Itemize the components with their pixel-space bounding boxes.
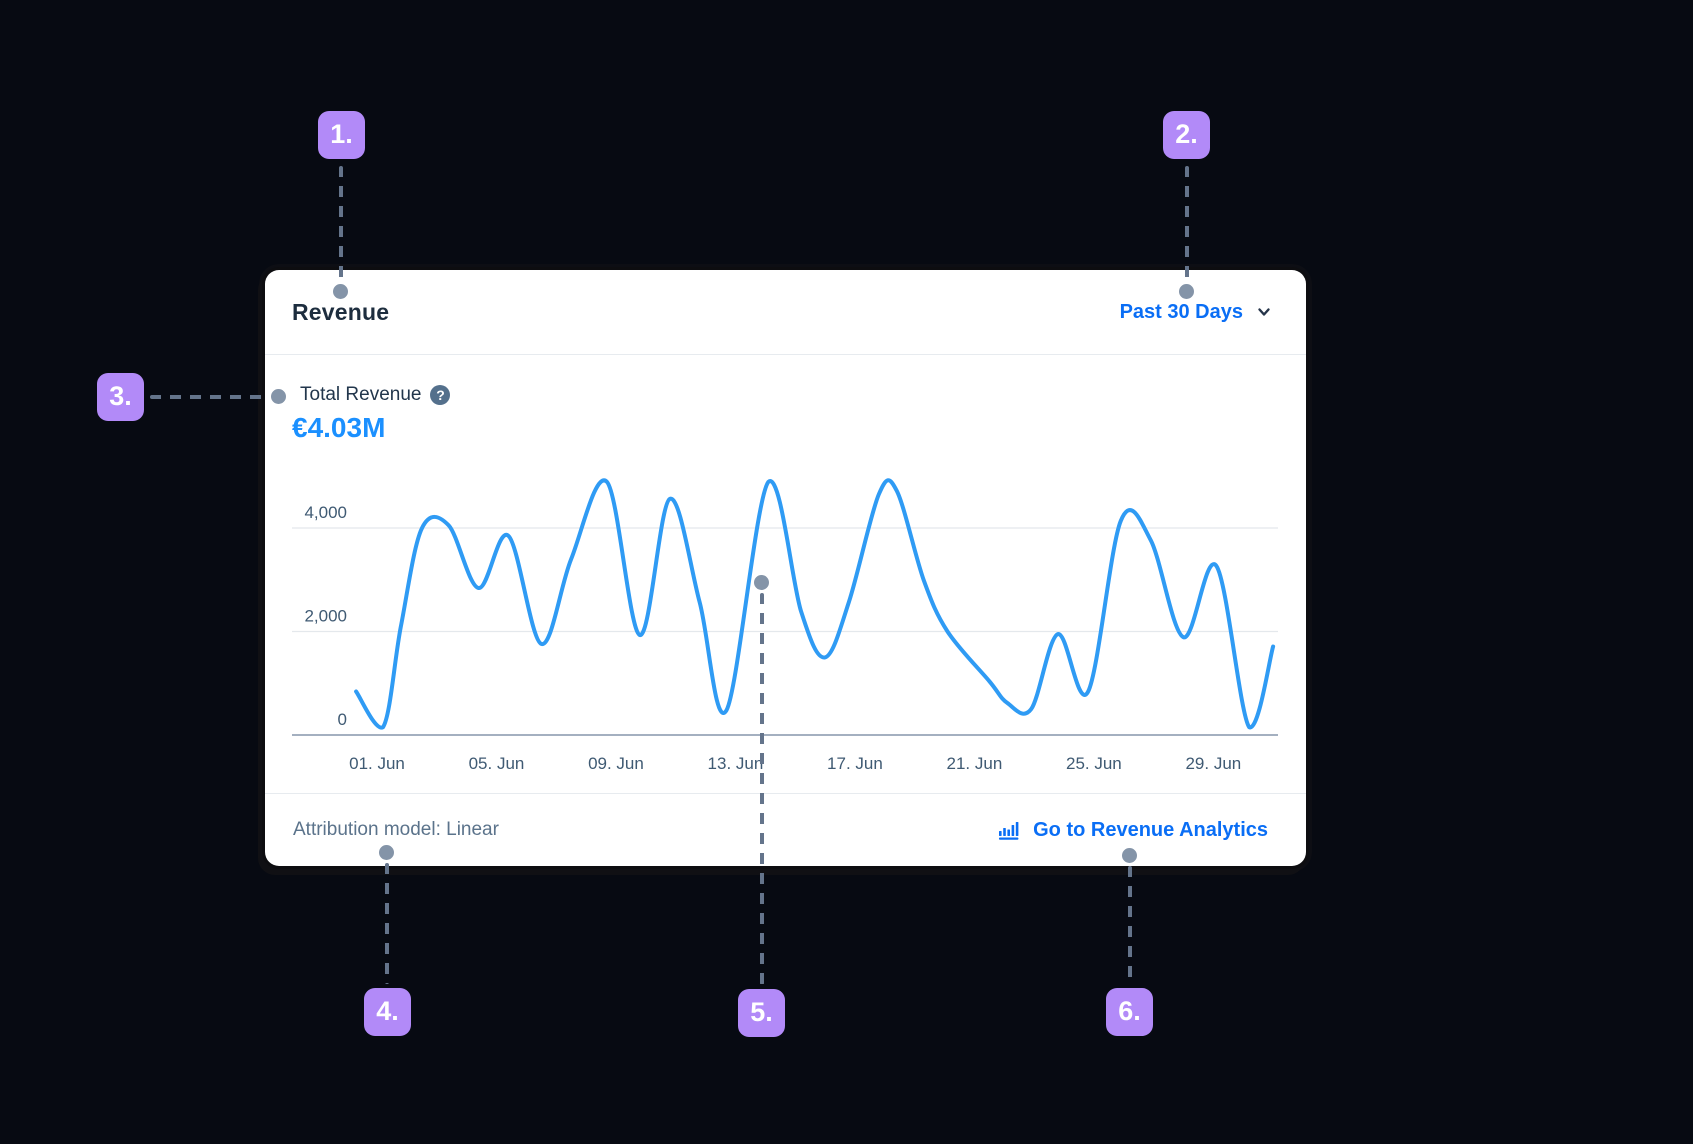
connector-line-4 bbox=[385, 863, 389, 984]
svg-text:29. Jun: 29. Jun bbox=[1185, 754, 1241, 773]
chevron-down-icon bbox=[1256, 304, 1272, 320]
svg-text:4,000: 4,000 bbox=[304, 503, 347, 522]
connector-line-6 bbox=[1128, 866, 1132, 984]
analytics-link-label: Go to Revenue Analytics bbox=[1033, 818, 1268, 841]
revenue-widget-card: Revenue Past 30 Days Total Revenue ? €4.… bbox=[265, 270, 1306, 866]
revenue-line-chart: 0 2,000 4,000 01. Jun 05. Jun 09. Jun 13. Jun 1… bbox=[292, 478, 1278, 773]
attribution-text: Attribution model: Linear bbox=[293, 819, 499, 840]
annotation-badge-2: 2. bbox=[1163, 111, 1210, 159]
connector-line-1 bbox=[339, 166, 343, 280]
svg-text:05. Jun: 05. Jun bbox=[469, 754, 525, 773]
connector-dot-1 bbox=[333, 284, 348, 299]
connector-line-5 bbox=[760, 593, 764, 985]
svg-text:17. Jun: 17. Jun bbox=[827, 754, 883, 773]
annotation-badge-4: 4. bbox=[364, 988, 411, 1036]
connector-dot-6 bbox=[1122, 848, 1137, 863]
connector-dot-4 bbox=[379, 845, 394, 860]
svg-text:09. Jun: 09. Jun bbox=[588, 754, 644, 773]
connector-dot-2 bbox=[1179, 284, 1194, 299]
bar-chart-icon bbox=[998, 820, 1020, 840]
svg-text:2,000: 2,000 bbox=[304, 607, 347, 626]
svg-text:13. Jun: 13. Jun bbox=[708, 754, 764, 773]
svg-text:01. Jun: 01. Jun bbox=[349, 754, 405, 773]
question-mark-help-icon[interactable]: ? bbox=[430, 385, 451, 405]
connector-line-2 bbox=[1185, 166, 1189, 280]
card-footer: Attribution model: Linear Go to Revenue … bbox=[265, 793, 1306, 866]
date-range-label: Past 30 Days bbox=[1119, 300, 1243, 323]
metric-label: Total Revenue bbox=[300, 384, 422, 405]
go-to-revenue-analytics-link[interactable]: Go to Revenue Analytics bbox=[998, 819, 1268, 842]
connector-dot-5 bbox=[754, 575, 769, 590]
annotation-badge-3: 3. bbox=[97, 373, 144, 421]
card-header: Revenue Past 30 Days bbox=[265, 270, 1306, 355]
metric-row: Total Revenue ? bbox=[300, 384, 451, 406]
annotation-badge-1: 1. bbox=[318, 111, 365, 159]
connector-dot-3 bbox=[271, 389, 286, 404]
svg-text:21. Jun: 21. Jun bbox=[947, 754, 1003, 773]
date-range-selector[interactable]: Past 30 Days bbox=[1120, 301, 1272, 324]
metric-value: €4.03M bbox=[292, 412, 386, 443]
svg-text:0: 0 bbox=[338, 710, 347, 729]
svg-text:25. Jun: 25. Jun bbox=[1066, 754, 1122, 773]
annotation-badge-5: 5. bbox=[738, 989, 785, 1037]
connector-line-3 bbox=[150, 395, 268, 399]
widget-title: Revenue bbox=[292, 298, 390, 325]
annotation-badge-6: 6. bbox=[1106, 988, 1153, 1036]
